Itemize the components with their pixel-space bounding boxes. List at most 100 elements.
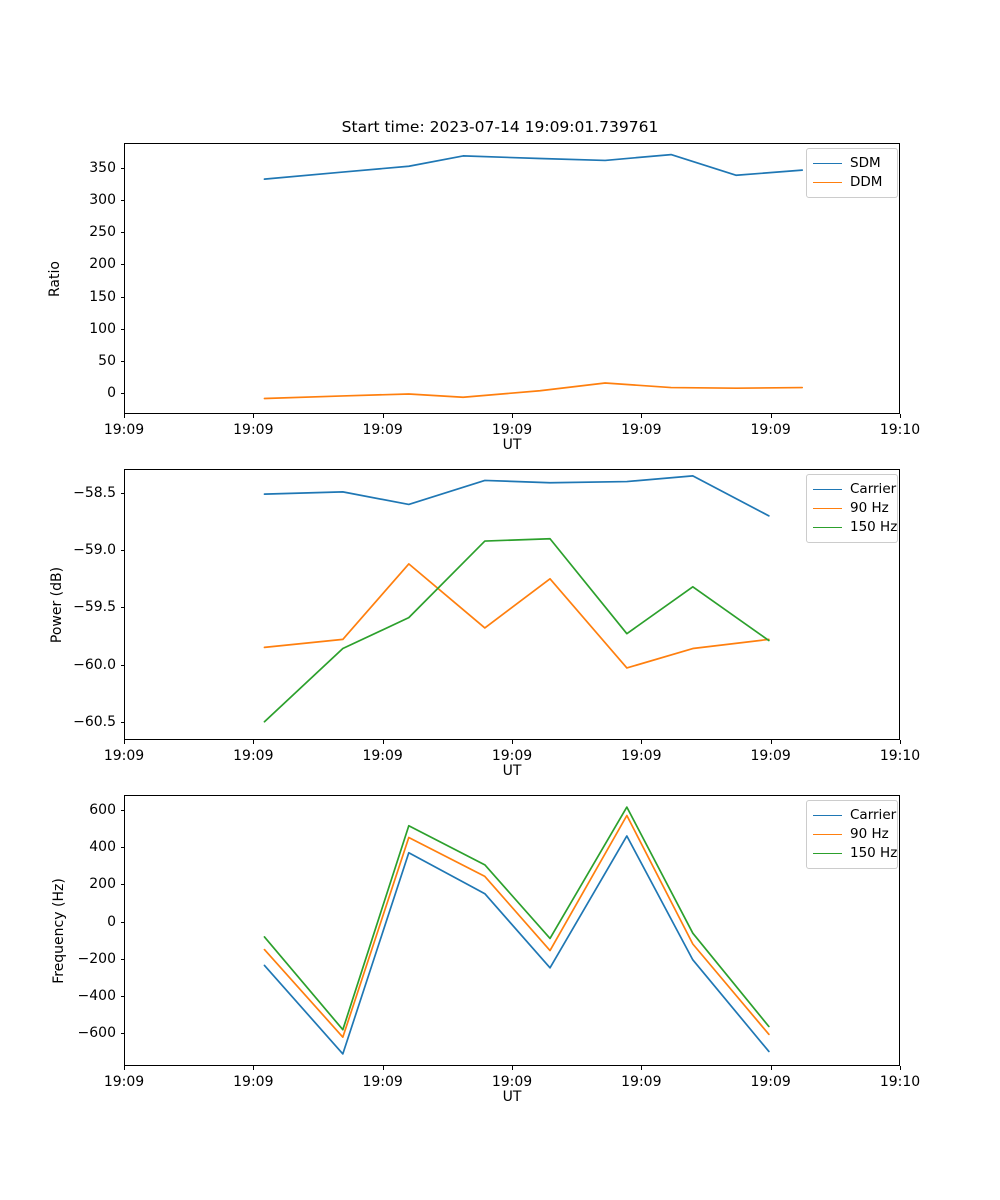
x-tick-label: 19:09	[362, 422, 403, 438]
x-tick-mark	[124, 740, 126, 744]
x-tick-mark	[641, 740, 643, 744]
y-tick-mark	[120, 296, 124, 298]
x-tick-label: 19:10	[879, 748, 921, 764]
data-line-150-hz	[263, 537, 770, 723]
x-tick-mark	[124, 414, 126, 418]
legend-power[interactable]: Carrier 90 Hz 150 Hz	[806, 474, 898, 543]
subplot-ratio: Start time: 2023-07-14 19:09:01.739761 R…	[0, 0, 1000, 453]
legend-ratio[interactable]: SDM DDM	[806, 148, 898, 198]
y-tick-label: 200	[89, 876, 116, 893]
x-tick-label: 19:09	[491, 422, 533, 438]
x-tick-mark	[382, 1066, 384, 1070]
data-line-sdm	[263, 153, 804, 180]
legend-swatch-icon	[813, 508, 842, 509]
data-line-ddm	[263, 382, 804, 400]
x-tick-label: 19:09	[103, 1074, 145, 1090]
data-line-90-hz	[263, 814, 770, 1038]
x-tick-label: 19:09	[103, 422, 145, 438]
x-tick-mark	[900, 414, 902, 418]
legend-swatch-icon	[813, 853, 842, 854]
y-tick-label: 300	[89, 191, 116, 208]
x-tick-label: 19:09	[362, 1074, 403, 1090]
x-tick-mark	[641, 414, 643, 418]
x-tick-mark	[900, 740, 902, 744]
y-tick-label: −60.0	[73, 656, 116, 673]
x-tick-label: 19:10	[879, 422, 921, 438]
legend-swatch-icon	[813, 834, 842, 835]
y-tick-mark	[120, 393, 124, 395]
legend-label: 150 Hz	[850, 518, 898, 535]
y-tick-mark	[120, 607, 124, 609]
x-tick-label: 19:09	[362, 748, 403, 764]
legend-entry[interactable]: DDM	[813, 173, 890, 192]
figure-title: Start time: 2023-07-14 19:09:01.739761	[341, 118, 659, 136]
x-tick-label: 19:09	[491, 748, 533, 764]
data-line-carrier	[263, 835, 770, 1055]
x-tick-label: 19:09	[750, 748, 791, 764]
x-tick-label: 19:09	[491, 1074, 533, 1090]
legend-label: 150 Hz	[850, 844, 898, 861]
y-tick-label: 0	[107, 385, 116, 402]
legend-frequency[interactable]: Carrier 90 Hz 150 Hz	[806, 800, 898, 869]
x-tick-label: 19:09	[621, 748, 662, 764]
y-tick-mark	[120, 264, 124, 266]
x-tick-mark	[641, 1066, 643, 1070]
legend-label: 90 Hz	[850, 499, 889, 516]
x-tick-mark	[900, 1066, 902, 1070]
legend-label: SDM	[850, 154, 881, 171]
y-tick-mark	[120, 996, 124, 998]
x-tick-mark	[253, 740, 255, 744]
legend-entry[interactable]: 90 Hz	[813, 825, 890, 844]
axes-frame-frequency	[124, 795, 900, 1066]
y-tick-label: −58.5	[73, 485, 116, 501]
y-tick-label: 150	[89, 288, 116, 305]
y-tick-mark	[120, 1033, 124, 1035]
y-tick-mark	[120, 199, 124, 201]
y-tick-mark	[120, 664, 124, 666]
legend-entry[interactable]: 150 Hz	[813, 844, 897, 863]
data-line-150-hz	[263, 806, 770, 1031]
y-tick-mark	[120, 550, 124, 552]
y-tick-label: −600	[77, 1025, 116, 1042]
legend-label: 90 Hz	[850, 825, 889, 842]
y-tick-mark	[120, 884, 124, 886]
legend-swatch-icon	[813, 527, 842, 528]
data-line-carrier	[263, 475, 770, 517]
legend-swatch-icon	[813, 489, 842, 490]
y-tick-label: 600	[89, 801, 116, 818]
x-tick-mark	[770, 1066, 772, 1070]
x-axis-label-ut-2: UT	[502, 763, 522, 779]
y-tick-mark	[120, 958, 124, 960]
y-tick-mark	[120, 328, 124, 330]
legend-entry[interactable]: 90 Hz	[813, 499, 890, 518]
x-tick-mark	[253, 1066, 255, 1070]
y-tick-mark	[120, 167, 124, 169]
legend-entry[interactable]: 150 Hz	[813, 518, 897, 537]
y-tick-mark	[120, 921, 124, 923]
legend-entry[interactable]: Carrier	[813, 806, 896, 825]
legend-label: Carrier	[850, 480, 897, 497]
legend-entry[interactable]: Carrier	[813, 480, 896, 499]
y-tick-mark	[120, 493, 124, 495]
y-tick-mark	[120, 361, 124, 363]
y-tick-label: −59.0	[73, 542, 116, 559]
legend-swatch-icon	[813, 163, 842, 164]
axes-frame-ratio	[124, 143, 900, 414]
y-tick-label: −200	[77, 950, 116, 967]
legend-entry[interactable]: SDM	[813, 154, 890, 173]
y-tick-label: −59.5	[73, 599, 116, 616]
x-tick-label: 19:10	[879, 1074, 921, 1090]
legend-swatch-icon	[813, 815, 842, 816]
y-tick-label: −400	[77, 988, 116, 1005]
y-tick-label: 50	[98, 353, 116, 370]
data-line-90-hz	[263, 563, 770, 669]
x-tick-mark	[512, 1066, 514, 1070]
y-tick-mark	[120, 232, 124, 234]
plot-lines-ratio	[263, 153, 804, 400]
y-tick-label: 0	[107, 913, 116, 930]
y-tick-label: 400	[89, 839, 116, 856]
